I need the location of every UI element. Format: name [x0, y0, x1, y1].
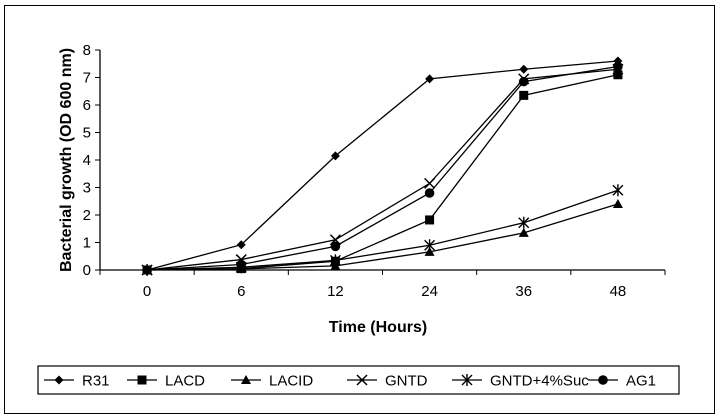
data-point-ag1	[424, 188, 435, 198]
legend-marker-ag1	[598, 375, 608, 385]
data-point-lacid	[424, 246, 435, 256]
x-tick-label: 36	[515, 283, 532, 300]
legend-label-gntd-4-suc: GNTD+4%Suc	[490, 373, 589, 390]
x-tick-label: 0	[143, 283, 151, 300]
data-point-ag1	[142, 265, 152, 275]
legend-marker-r31	[54, 375, 64, 385]
data-point-lacd	[425, 215, 435, 225]
data-point-r31	[425, 74, 435, 84]
x-tick-label: 48	[610, 283, 627, 300]
legend-marker-gntd-4-suc	[461, 374, 473, 386]
x-tick-label: 6	[237, 283, 245, 300]
data-point-lacd	[519, 90, 529, 100]
series-line-lacd	[147, 74, 619, 271]
data-point-ag1	[613, 61, 623, 72]
series-line-r31	[146, 60, 618, 271]
series-line-gntd	[147, 68, 618, 271]
data-point-r31	[330, 151, 340, 161]
legend-marker-lacd	[137, 375, 147, 385]
data-point-ag1	[236, 259, 247, 270]
y-tick-label: 5	[83, 125, 91, 142]
x-tick-label: 24	[421, 283, 438, 300]
data-point-gntd-4-suc	[424, 239, 436, 252]
legend-label-ag1: AG1	[626, 373, 656, 390]
data-point-lacid	[518, 227, 529, 237]
x-tick-label: 12	[327, 283, 344, 300]
data-point-gntd-4-suc	[329, 254, 341, 267]
y-tick-label: 6	[83, 97, 91, 114]
y-tick-label: 8	[83, 42, 91, 59]
legend-marker-gntd	[356, 374, 368, 386]
legend: R31 LACD LACID GNTD GNTD+4%Suc AG1	[37, 365, 680, 395]
chart-frame	[4, 5, 715, 414]
x-axis-title: Time (Hours)	[329, 319, 427, 336]
data-point-ag1	[330, 241, 341, 252]
series-line-ag1	[147, 65, 619, 271]
data-point-r31	[236, 240, 246, 250]
series-line-lacid	[147, 203, 619, 271]
data-point-ag1	[518, 76, 529, 87]
legend-label-lacd: LACD	[165, 373, 205, 390]
y-tick-label: 0	[83, 262, 91, 279]
data-point-lacid	[612, 199, 623, 208]
y-tick-label: 7	[83, 70, 91, 87]
data-point-gntd	[424, 177, 436, 189]
legend-label-lacid: LACID	[269, 373, 313, 390]
legend-label-r31: R31	[82, 373, 110, 390]
y-tick-label: 2	[83, 207, 91, 224]
data-point-lacd	[613, 70, 623, 80]
legend-marker-lacid	[241, 375, 251, 384]
data-point-r31	[519, 64, 529, 74]
legend-label-gntd: GNTD	[385, 373, 428, 390]
y-axis-title: Bacterial growth (OD 600 nm)	[58, 48, 75, 272]
data-point-gntd-4-suc	[518, 216, 530, 229]
y-tick-label: 3	[83, 180, 91, 197]
data-point-gntd-4-suc	[612, 184, 624, 197]
y-tick-label: 4	[83, 152, 91, 169]
y-tick-label: 1	[83, 235, 91, 252]
series-line-gntd-4-suc	[147, 189, 619, 271]
